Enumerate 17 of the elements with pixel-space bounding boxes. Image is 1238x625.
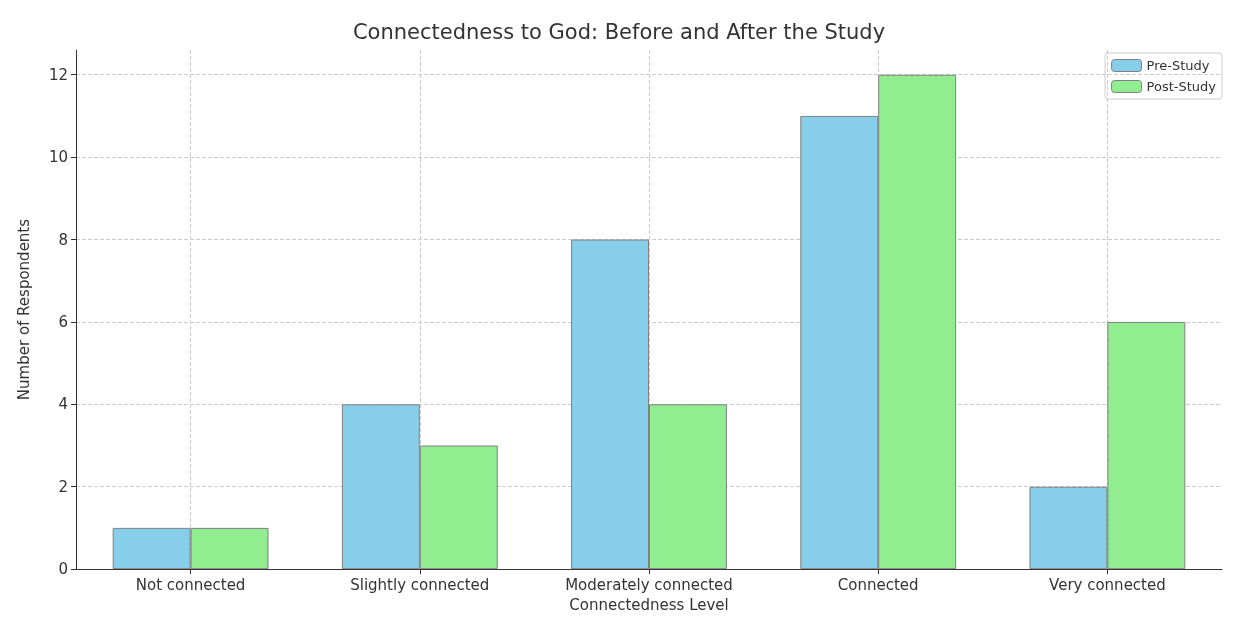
x-tick-label: Very connected <box>1049 575 1166 594</box>
x-tick-label: Not connected <box>135 575 246 594</box>
x-tick-label: Connected <box>837 575 919 594</box>
y-axis-title: Number of Respondents <box>14 218 33 401</box>
y-tick-label: 12 <box>48 65 68 84</box>
y-tick-label: 2 <box>58 477 68 496</box>
legend-label: Post-Study <box>1146 79 1217 94</box>
x-axis-title: Connectedness Level <box>569 595 729 614</box>
x-tick-label: Moderately connected <box>565 575 733 594</box>
y-tick-label: 8 <box>58 230 68 249</box>
y-tick-label: 10 <box>48 148 68 167</box>
y-tick-label: 4 <box>58 395 68 414</box>
y-tick-label: 6 <box>58 312 68 331</box>
x-tick-label: Slightly connected <box>350 575 490 594</box>
chart-title: Connectedness to God: Before and After the Study <box>352 19 886 44</box>
legend-label: Pre-Study <box>1146 58 1210 73</box>
y-tick-label: 0 <box>58 560 68 579</box>
